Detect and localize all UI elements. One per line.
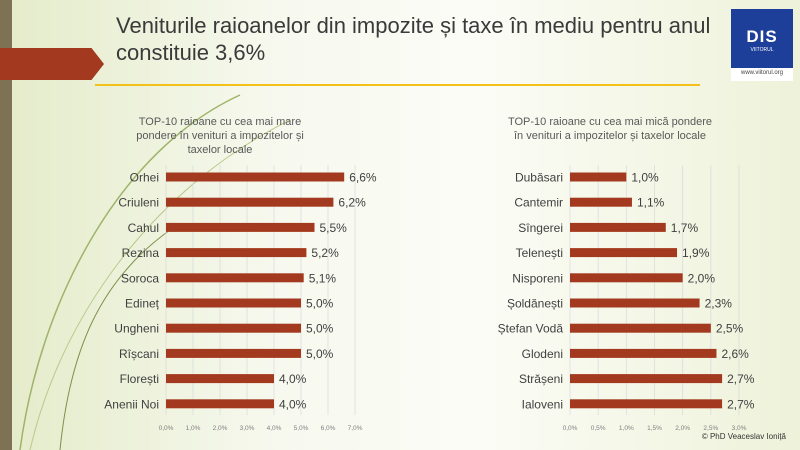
bar bbox=[166, 222, 315, 232]
category-label: Florești bbox=[120, 372, 159, 386]
category-label: Rezina bbox=[122, 246, 160, 260]
data-label: 6,2% bbox=[338, 196, 366, 210]
x-tick-label: 2,0% bbox=[675, 425, 690, 432]
bar bbox=[166, 298, 301, 308]
category-label: Ungheni bbox=[114, 322, 159, 336]
data-label: 2,6% bbox=[721, 347, 749, 361]
x-tick-label: 2,0% bbox=[213, 425, 228, 432]
x-tick-label: 0,0% bbox=[159, 425, 174, 432]
x-tick-label: 1,5% bbox=[647, 425, 662, 432]
category-label: Rîșcani bbox=[119, 347, 159, 361]
bar bbox=[570, 298, 700, 308]
chart-title-top: TOP-10 raioane cu cea mai mare pondere î… bbox=[136, 116, 304, 156]
bar bbox=[166, 399, 274, 409]
category-label: Telenești bbox=[516, 246, 563, 260]
data-label: 4,0% bbox=[279, 372, 307, 386]
bar bbox=[166, 248, 307, 258]
category-label: Cantemir bbox=[514, 196, 563, 210]
x-tick-label: 2,5% bbox=[703, 425, 718, 432]
side-stripe bbox=[0, 0, 12, 450]
bar bbox=[166, 273, 304, 283]
bar bbox=[570, 248, 678, 258]
bar bbox=[166, 348, 301, 358]
bar bbox=[166, 197, 334, 207]
category-label: Cahul bbox=[128, 221, 159, 235]
bar bbox=[166, 374, 274, 384]
x-tick-label: 5,0% bbox=[294, 425, 309, 432]
x-tick-label: 0,0% bbox=[563, 425, 578, 432]
category-label: Nisporeni bbox=[512, 271, 563, 285]
chart-title-bottom: TOP-10 raioane cu cea mai mică pondere î… bbox=[507, 116, 712, 142]
category-label: Șoldănești bbox=[507, 297, 563, 311]
x-tick-label: 3,0% bbox=[240, 425, 255, 432]
data-label: 2,5% bbox=[716, 322, 744, 336]
bar bbox=[570, 348, 717, 358]
category-label: Soroca bbox=[121, 271, 159, 285]
data-label: 1,7% bbox=[671, 221, 699, 235]
data-label: 1,0% bbox=[631, 171, 659, 185]
data-label: 2,3% bbox=[705, 297, 733, 311]
x-tick-label: 7,0% bbox=[348, 425, 363, 432]
category-label: Dubăsari bbox=[515, 171, 563, 185]
data-label: 5,5% bbox=[320, 221, 348, 235]
bar bbox=[570, 374, 723, 384]
data-label: 5,0% bbox=[306, 347, 334, 361]
logo-url: www.viitorul.org bbox=[740, 70, 783, 76]
category-label: Orhei bbox=[130, 171, 159, 185]
bar bbox=[570, 399, 723, 409]
category-label: Sîngerei bbox=[518, 221, 563, 235]
data-label: 1,1% bbox=[637, 196, 665, 210]
bar bbox=[570, 222, 666, 232]
category-label: Ialoveni bbox=[522, 397, 563, 411]
data-label: 5,0% bbox=[306, 297, 334, 311]
data-label: 1,9% bbox=[682, 246, 710, 260]
data-label: 2,0% bbox=[688, 271, 716, 285]
bar bbox=[570, 172, 627, 182]
data-label: 5,2% bbox=[311, 246, 339, 260]
data-label: 6,6% bbox=[349, 171, 377, 185]
x-tick-label: 6,0% bbox=[321, 425, 336, 432]
x-tick-label: 0,5% bbox=[591, 425, 606, 432]
x-tick-label: 3,0% bbox=[732, 425, 747, 432]
title-banner bbox=[0, 48, 104, 80]
x-tick-label: 1,0% bbox=[619, 425, 634, 432]
category-label: Edineț bbox=[125, 297, 160, 311]
title-underline bbox=[95, 84, 700, 86]
logo-subtext: VIITORUL bbox=[750, 47, 774, 53]
x-tick-label: 4,0% bbox=[267, 425, 282, 432]
bar bbox=[570, 197, 632, 207]
logo-mark: DIS bbox=[746, 27, 778, 46]
category-label: Anenii Noi bbox=[104, 397, 159, 411]
x-tick-label: 1,0% bbox=[186, 425, 201, 432]
category-label: Criuleni bbox=[118, 196, 159, 210]
slide-title: Veniturile raioanelor din impozite și ta… bbox=[116, 13, 711, 65]
bar bbox=[166, 323, 301, 333]
category-label: Strășeni bbox=[519, 372, 563, 386]
bar bbox=[570, 323, 711, 333]
category-label: Ștefan Vodă bbox=[498, 322, 564, 336]
data-label: 4,0% bbox=[279, 397, 307, 411]
data-label: 2,7% bbox=[727, 397, 755, 411]
bar bbox=[166, 172, 345, 182]
logo: DIS VIITORUL www.viitorul.org bbox=[731, 9, 793, 81]
data-label: 2,7% bbox=[727, 372, 755, 386]
category-label: Glodeni bbox=[522, 347, 563, 361]
data-label: 5,1% bbox=[309, 271, 337, 285]
copyright: © PhD Veaceslav Ioniță bbox=[701, 432, 786, 441]
data-label: 5,0% bbox=[306, 322, 334, 336]
bar bbox=[570, 273, 683, 283]
